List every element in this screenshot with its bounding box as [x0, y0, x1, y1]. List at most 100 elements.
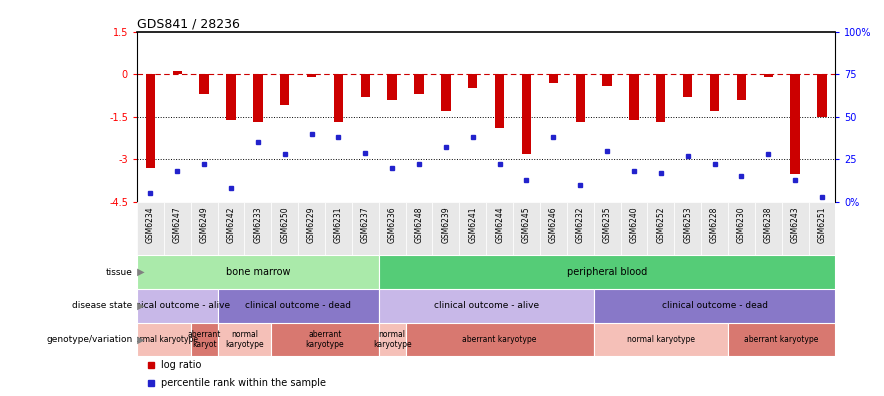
Bar	[191, 323, 217, 356]
Text: GSM6230: GSM6230	[737, 206, 746, 243]
Bar	[217, 202, 245, 255]
Bar	[755, 202, 781, 255]
Bar	[245, 202, 271, 255]
Text: GSM6239: GSM6239	[441, 206, 451, 243]
Text: percentile rank within the sample: percentile rank within the sample	[162, 378, 326, 388]
Bar	[406, 202, 432, 255]
Bar	[137, 289, 217, 323]
Bar	[280, 74, 289, 105]
Text: GSM6252: GSM6252	[656, 206, 666, 243]
Text: GSM6247: GSM6247	[172, 206, 182, 243]
Text: GSM6251: GSM6251	[818, 206, 827, 243]
Bar	[781, 202, 809, 255]
Bar	[540, 202, 567, 255]
Text: GSM6240: GSM6240	[629, 206, 638, 243]
Bar	[513, 202, 540, 255]
Bar	[361, 74, 370, 97]
Bar	[710, 74, 720, 111]
Bar	[567, 202, 594, 255]
Bar	[334, 74, 343, 122]
Bar	[441, 74, 451, 111]
Bar	[790, 74, 800, 173]
Bar	[594, 323, 728, 356]
Text: bone marrow: bone marrow	[225, 267, 290, 277]
Bar	[764, 74, 773, 77]
Text: GSM6234: GSM6234	[146, 206, 155, 243]
Bar	[146, 74, 156, 168]
Text: clinical outcome - dead: clinical outcome - dead	[661, 301, 767, 310]
Bar	[575, 74, 585, 122]
Bar	[736, 74, 746, 100]
Text: aberrant
karyot: aberrant karyot	[187, 330, 221, 349]
Bar	[432, 202, 460, 255]
Bar	[817, 74, 827, 117]
Text: GSM6229: GSM6229	[307, 206, 316, 243]
Text: GSM6248: GSM6248	[415, 206, 423, 243]
Bar	[629, 74, 638, 120]
Text: normal karyotype: normal karyotype	[130, 335, 198, 344]
Text: disease state: disease state	[72, 301, 133, 310]
Text: genotype/variation: genotype/variation	[46, 335, 133, 344]
Bar	[137, 255, 378, 289]
Text: clinical outcome - alive: clinical outcome - alive	[125, 301, 230, 310]
Bar	[378, 202, 406, 255]
Bar	[378, 289, 594, 323]
Bar	[594, 202, 621, 255]
Bar	[200, 74, 209, 94]
Text: normal
karyotype: normal karyotype	[373, 330, 412, 349]
Bar	[728, 202, 755, 255]
Bar	[164, 202, 191, 255]
Bar	[701, 202, 728, 255]
Text: GSM6236: GSM6236	[388, 206, 397, 243]
Text: GSM6253: GSM6253	[683, 206, 692, 243]
Text: GSM6238: GSM6238	[764, 206, 773, 243]
Text: GSM6235: GSM6235	[603, 206, 612, 243]
Text: log ratio: log ratio	[162, 360, 202, 370]
Text: peripheral blood: peripheral blood	[567, 267, 647, 277]
Bar	[226, 74, 236, 120]
Bar	[594, 289, 835, 323]
Bar	[298, 202, 325, 255]
Bar	[460, 202, 486, 255]
Bar	[307, 74, 316, 77]
Text: ▶: ▶	[134, 267, 145, 277]
Text: GSM6241: GSM6241	[469, 206, 477, 243]
Bar	[137, 323, 191, 356]
Bar	[406, 323, 594, 356]
Text: clinical outcome - alive: clinical outcome - alive	[434, 301, 538, 310]
Text: GSM6231: GSM6231	[334, 206, 343, 243]
Bar	[191, 202, 217, 255]
Text: normal karyotype: normal karyotype	[627, 335, 695, 344]
Bar	[172, 71, 182, 74]
Bar	[486, 202, 513, 255]
Text: GSM6245: GSM6245	[522, 206, 531, 243]
Bar	[137, 202, 164, 255]
Text: normal
karyotype: normal karyotype	[225, 330, 263, 349]
Text: ▶: ▶	[134, 335, 145, 345]
Text: aberrant karyotype: aberrant karyotype	[462, 335, 537, 344]
Text: GSM6232: GSM6232	[575, 206, 584, 243]
Bar	[378, 323, 406, 356]
Bar	[522, 74, 531, 154]
Bar	[621, 202, 647, 255]
Bar	[495, 74, 505, 128]
Text: GDS841 / 28236: GDS841 / 28236	[137, 17, 240, 30]
Text: GSM6244: GSM6244	[495, 206, 504, 243]
Text: GSM6237: GSM6237	[361, 206, 370, 243]
Text: aberrant
karyotype: aberrant karyotype	[306, 330, 345, 349]
Bar	[352, 202, 378, 255]
Text: GSM6233: GSM6233	[254, 206, 263, 243]
Bar	[253, 74, 263, 122]
Bar	[674, 202, 701, 255]
Text: GSM6246: GSM6246	[549, 206, 558, 243]
Text: GSM6242: GSM6242	[226, 206, 235, 243]
Bar	[217, 323, 271, 356]
Text: GSM6228: GSM6228	[710, 206, 719, 243]
Text: aberrant karyotype: aberrant karyotype	[744, 335, 819, 344]
Bar	[683, 74, 692, 97]
Bar	[271, 202, 298, 255]
Bar	[602, 74, 612, 86]
Bar	[549, 74, 558, 83]
Bar	[378, 255, 835, 289]
Text: GSM6250: GSM6250	[280, 206, 289, 243]
